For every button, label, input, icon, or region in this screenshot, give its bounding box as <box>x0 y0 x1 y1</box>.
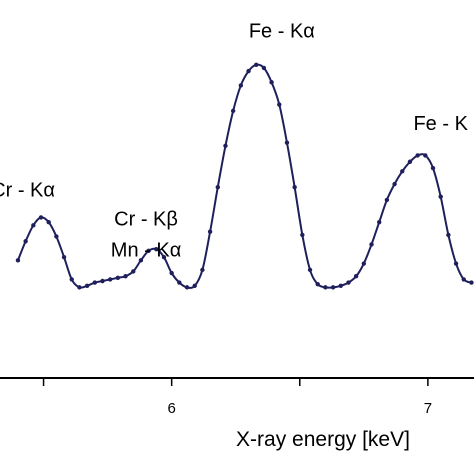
x-axis-title: X-ray energy [keV] <box>236 428 410 451</box>
peak-annotation-line: Cr - Kα <box>0 180 55 202</box>
data-point <box>131 269 136 274</box>
data-point <box>146 248 151 253</box>
data-point <box>84 283 90 288</box>
data-point <box>215 185 220 190</box>
data-point <box>300 232 305 238</box>
peak-annotation: Cr - Kα <box>0 180 55 202</box>
data-point <box>469 280 474 285</box>
data-point <box>323 285 328 290</box>
data-point <box>384 197 390 203</box>
data-point <box>46 219 51 225</box>
peak-annotation: Cr - Kβ Mn - Kα <box>111 208 181 261</box>
data-point <box>346 280 351 285</box>
data-point <box>115 275 121 281</box>
data-point <box>38 215 44 220</box>
data-point <box>200 267 205 273</box>
data-point <box>177 280 182 285</box>
data-point <box>438 194 443 199</box>
data-point <box>423 153 428 158</box>
data-point <box>292 185 297 190</box>
x-tick-label: 6 <box>167 400 175 417</box>
data-point <box>461 277 466 282</box>
data-point <box>123 274 128 279</box>
data-point <box>330 285 336 290</box>
data-point <box>184 285 190 290</box>
data-point <box>15 258 21 263</box>
data-point <box>61 254 67 260</box>
data-point <box>154 247 159 252</box>
x-tick-label: 7 <box>424 400 432 417</box>
data-point <box>453 261 459 266</box>
peak-annotation-line: Mn - Kα <box>111 239 181 261</box>
peak-annotation-line: Cr - Kβ <box>114 208 178 230</box>
data-point <box>307 267 313 273</box>
data-point <box>23 239 28 244</box>
data-point <box>54 234 59 239</box>
data-point <box>69 277 74 282</box>
data-point <box>192 283 197 288</box>
peak-annotation-line: Fe - Kα <box>249 21 315 43</box>
peak-annotation: Fe - K <box>413 113 468 135</box>
data-point <box>277 102 282 107</box>
data-point <box>92 280 98 285</box>
data-point <box>77 285 82 290</box>
data-point <box>238 83 244 88</box>
data-point <box>31 223 36 228</box>
data-point <box>230 108 236 114</box>
data-point <box>254 62 259 67</box>
spectrum-line <box>16 63 473 289</box>
data-point <box>100 278 105 284</box>
data-point <box>338 283 343 288</box>
plot-area <box>15 62 474 290</box>
data-point <box>169 270 174 276</box>
data-point <box>430 165 436 171</box>
data-point <box>361 261 367 266</box>
data-point <box>407 159 413 164</box>
data-point <box>353 274 359 279</box>
data-point <box>446 232 451 238</box>
peak-annotation-line: Fe - K <box>413 113 468 135</box>
data-point <box>377 219 382 225</box>
data-point <box>392 181 397 187</box>
data-point <box>107 277 113 282</box>
data-point <box>261 65 267 71</box>
data-point <box>223 143 228 149</box>
data-point <box>207 229 213 234</box>
data-point <box>246 68 251 74</box>
data-point <box>161 254 167 260</box>
data-point <box>269 80 274 85</box>
data-point <box>315 281 320 287</box>
data-point <box>415 153 420 158</box>
peak-annotation: Fe - Kα <box>249 21 315 43</box>
data-point <box>138 258 144 263</box>
data-point <box>400 169 405 174</box>
data-point <box>284 140 290 145</box>
data-point <box>369 242 374 247</box>
peak-annotations: Cr - Kα Cr - Kβ Mn - Kα Fe - Kα Fe - K <box>0 21 469 262</box>
